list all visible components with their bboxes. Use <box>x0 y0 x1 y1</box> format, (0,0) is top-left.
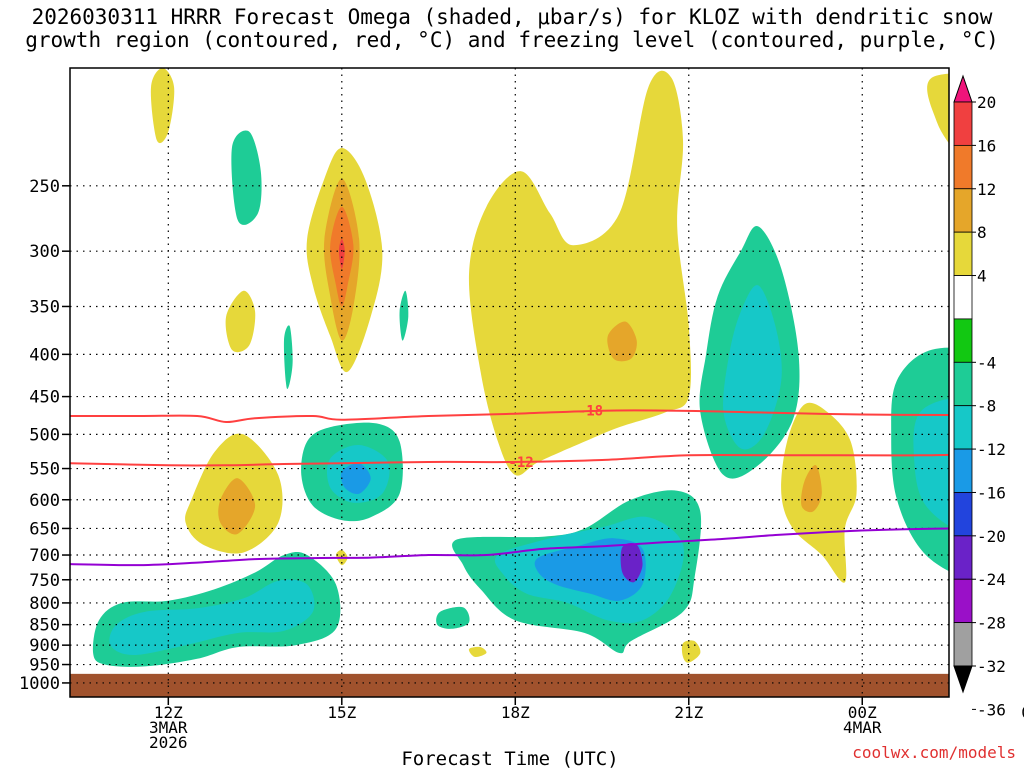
y-tick-label-300: 300 <box>29 242 60 262</box>
x-tick-label-9-0: 21Z <box>674 703 703 722</box>
credit-text: coolwx.com/models <box>852 743 1016 762</box>
omega-region-sink-23z-core <box>801 465 822 513</box>
y-tick-label-750: 750 <box>29 571 60 591</box>
colorbar-label-0: 20 <box>977 93 996 112</box>
colorbar-label-6: -8 <box>977 397 996 416</box>
colorbar-label-8: -16 <box>977 483 1006 502</box>
y-tick-label-800: 800 <box>29 594 60 614</box>
colorbar-label-9: -20 <box>977 527 1006 546</box>
x-tick-label-3-0: 15Z <box>327 703 356 722</box>
omega-region-rise-19z-inner <box>534 538 646 601</box>
plot-frame <box>69 67 950 698</box>
y-tick-label-650: 650 <box>29 519 60 539</box>
omega-region-sink-19z-core <box>607 321 637 362</box>
omega-region-rise-16z-dot <box>399 290 409 341</box>
y-tick-label-600: 600 <box>29 491 60 511</box>
omega-region-rise-12z-low-core <box>109 579 315 655</box>
chart-title-line-2: growth region (contoured, red, °C) and f… <box>25 28 999 52</box>
contour-line-0 <box>70 409 949 424</box>
y-tick-label-900: 900 <box>29 636 60 656</box>
y-tick-label-950: 950 <box>29 656 60 676</box>
colorbar-box-13 <box>953 622 973 667</box>
omega-region-rise-17z <box>436 606 470 629</box>
y-tick-label-450: 450 <box>29 388 60 408</box>
y-tick-label-850: 850 <box>29 616 60 636</box>
colorbar-box-7 <box>953 361 973 407</box>
y-tick-label-400: 400 <box>29 345 60 365</box>
colorbar: 20 16 12 8 4 -4 -8 -12 -16 -20 -24 -28 -32 -36 <box>953 74 1006 719</box>
y-tick-label-550: 550 <box>29 460 60 480</box>
colorbar-bottom-triangle <box>953 665 973 694</box>
colorbar-label-3: 8 <box>977 223 987 242</box>
contour-label-1: -12 <box>508 455 533 471</box>
x-tick-label-12-1: 4MAR <box>843 718 882 737</box>
x-tick-label-12-0: 00Z <box>848 703 877 722</box>
y-tick-label-250: 250 <box>29 177 60 197</box>
contour-label-0: -18 <box>578 404 603 420</box>
omega-region-rise-19z-max <box>620 542 643 583</box>
colorbar-label-4: 4 <box>977 267 987 286</box>
y-tick-label-700: 700 <box>29 546 60 566</box>
omega-region-sink-15z-plume-max <box>338 239 345 269</box>
colorbar-box-12 <box>953 578 973 624</box>
chart-title-line-1: 2026030311 HRRR Forecast Omega (shaded, … <box>31 5 993 29</box>
colorbar-top-triangle <box>953 74 973 103</box>
colorbar-label-5: -4 <box>977 353 996 372</box>
y-tick-label-350: 350 <box>29 297 60 317</box>
colorbar-box-3 <box>953 188 973 233</box>
omega-region-sink-21z-low <box>681 640 701 663</box>
contour-line-1 <box>70 453 949 467</box>
colorbar-box-4 <box>953 231 973 276</box>
colorbar-box-8 <box>953 405 973 450</box>
colorbar-box-5 <box>953 275 973 320</box>
omega-region-rise-22z-column-core <box>723 285 782 450</box>
ground-band <box>70 673 949 697</box>
colorbar-label-2: 12 <box>977 180 996 199</box>
colorbar-box-6 <box>953 318 973 363</box>
colorbar-label-12: -32 <box>977 657 1006 676</box>
x-tick-label-0-1: 3MAR <box>149 718 188 737</box>
omega-region-rise-01z-core <box>913 398 949 526</box>
colorbar-label-11: -28 <box>977 614 1006 633</box>
colorbar-box-2 <box>953 144 973 190</box>
colorbar-box-11 <box>953 535 973 580</box>
omega-region-sink-19z-plume <box>468 70 691 476</box>
colorbar-label-10: -24 <box>977 570 1006 589</box>
colorbar-label-13: -36 <box>977 700 1006 719</box>
y-tick-label-1000: 1000 <box>19 674 60 694</box>
x-tick-label-15-0: 03Z <box>1021 703 1024 722</box>
omega-region-sink-02z-top <box>927 73 949 144</box>
x-tick-label-6-0: 18Z <box>501 703 530 722</box>
colorbar-box-10 <box>953 492 973 537</box>
colorbar-label-7: -12 <box>977 440 1006 459</box>
omega-region-rise-13z-small <box>231 130 262 225</box>
omega-region-rise-14z-dot <box>283 325 293 390</box>
omega-region-sink-13z-low-core <box>218 478 256 535</box>
x-tick-label-0-0: 12Z <box>154 703 183 722</box>
y-tick-label-500: 500 <box>29 425 60 445</box>
omega-region-sink-12z-top <box>150 68 175 144</box>
colorbar-label-1: 16 <box>977 136 996 155</box>
x-tick-label-0-2: 2026 <box>149 733 188 752</box>
omega-region-rise-15z-mid-inner <box>340 463 371 495</box>
chart-title: 2026030311 HRRR Forecast Omega (shaded, … <box>0 6 1024 52</box>
contour-line-2 <box>70 527 949 567</box>
colorbar-box-9 <box>953 448 973 493</box>
omega-region-sink-17z-low <box>468 646 487 658</box>
colorbar-box-1 <box>953 101 973 146</box>
x-axis-label: Forecast Time (UTC) <box>401 748 618 768</box>
